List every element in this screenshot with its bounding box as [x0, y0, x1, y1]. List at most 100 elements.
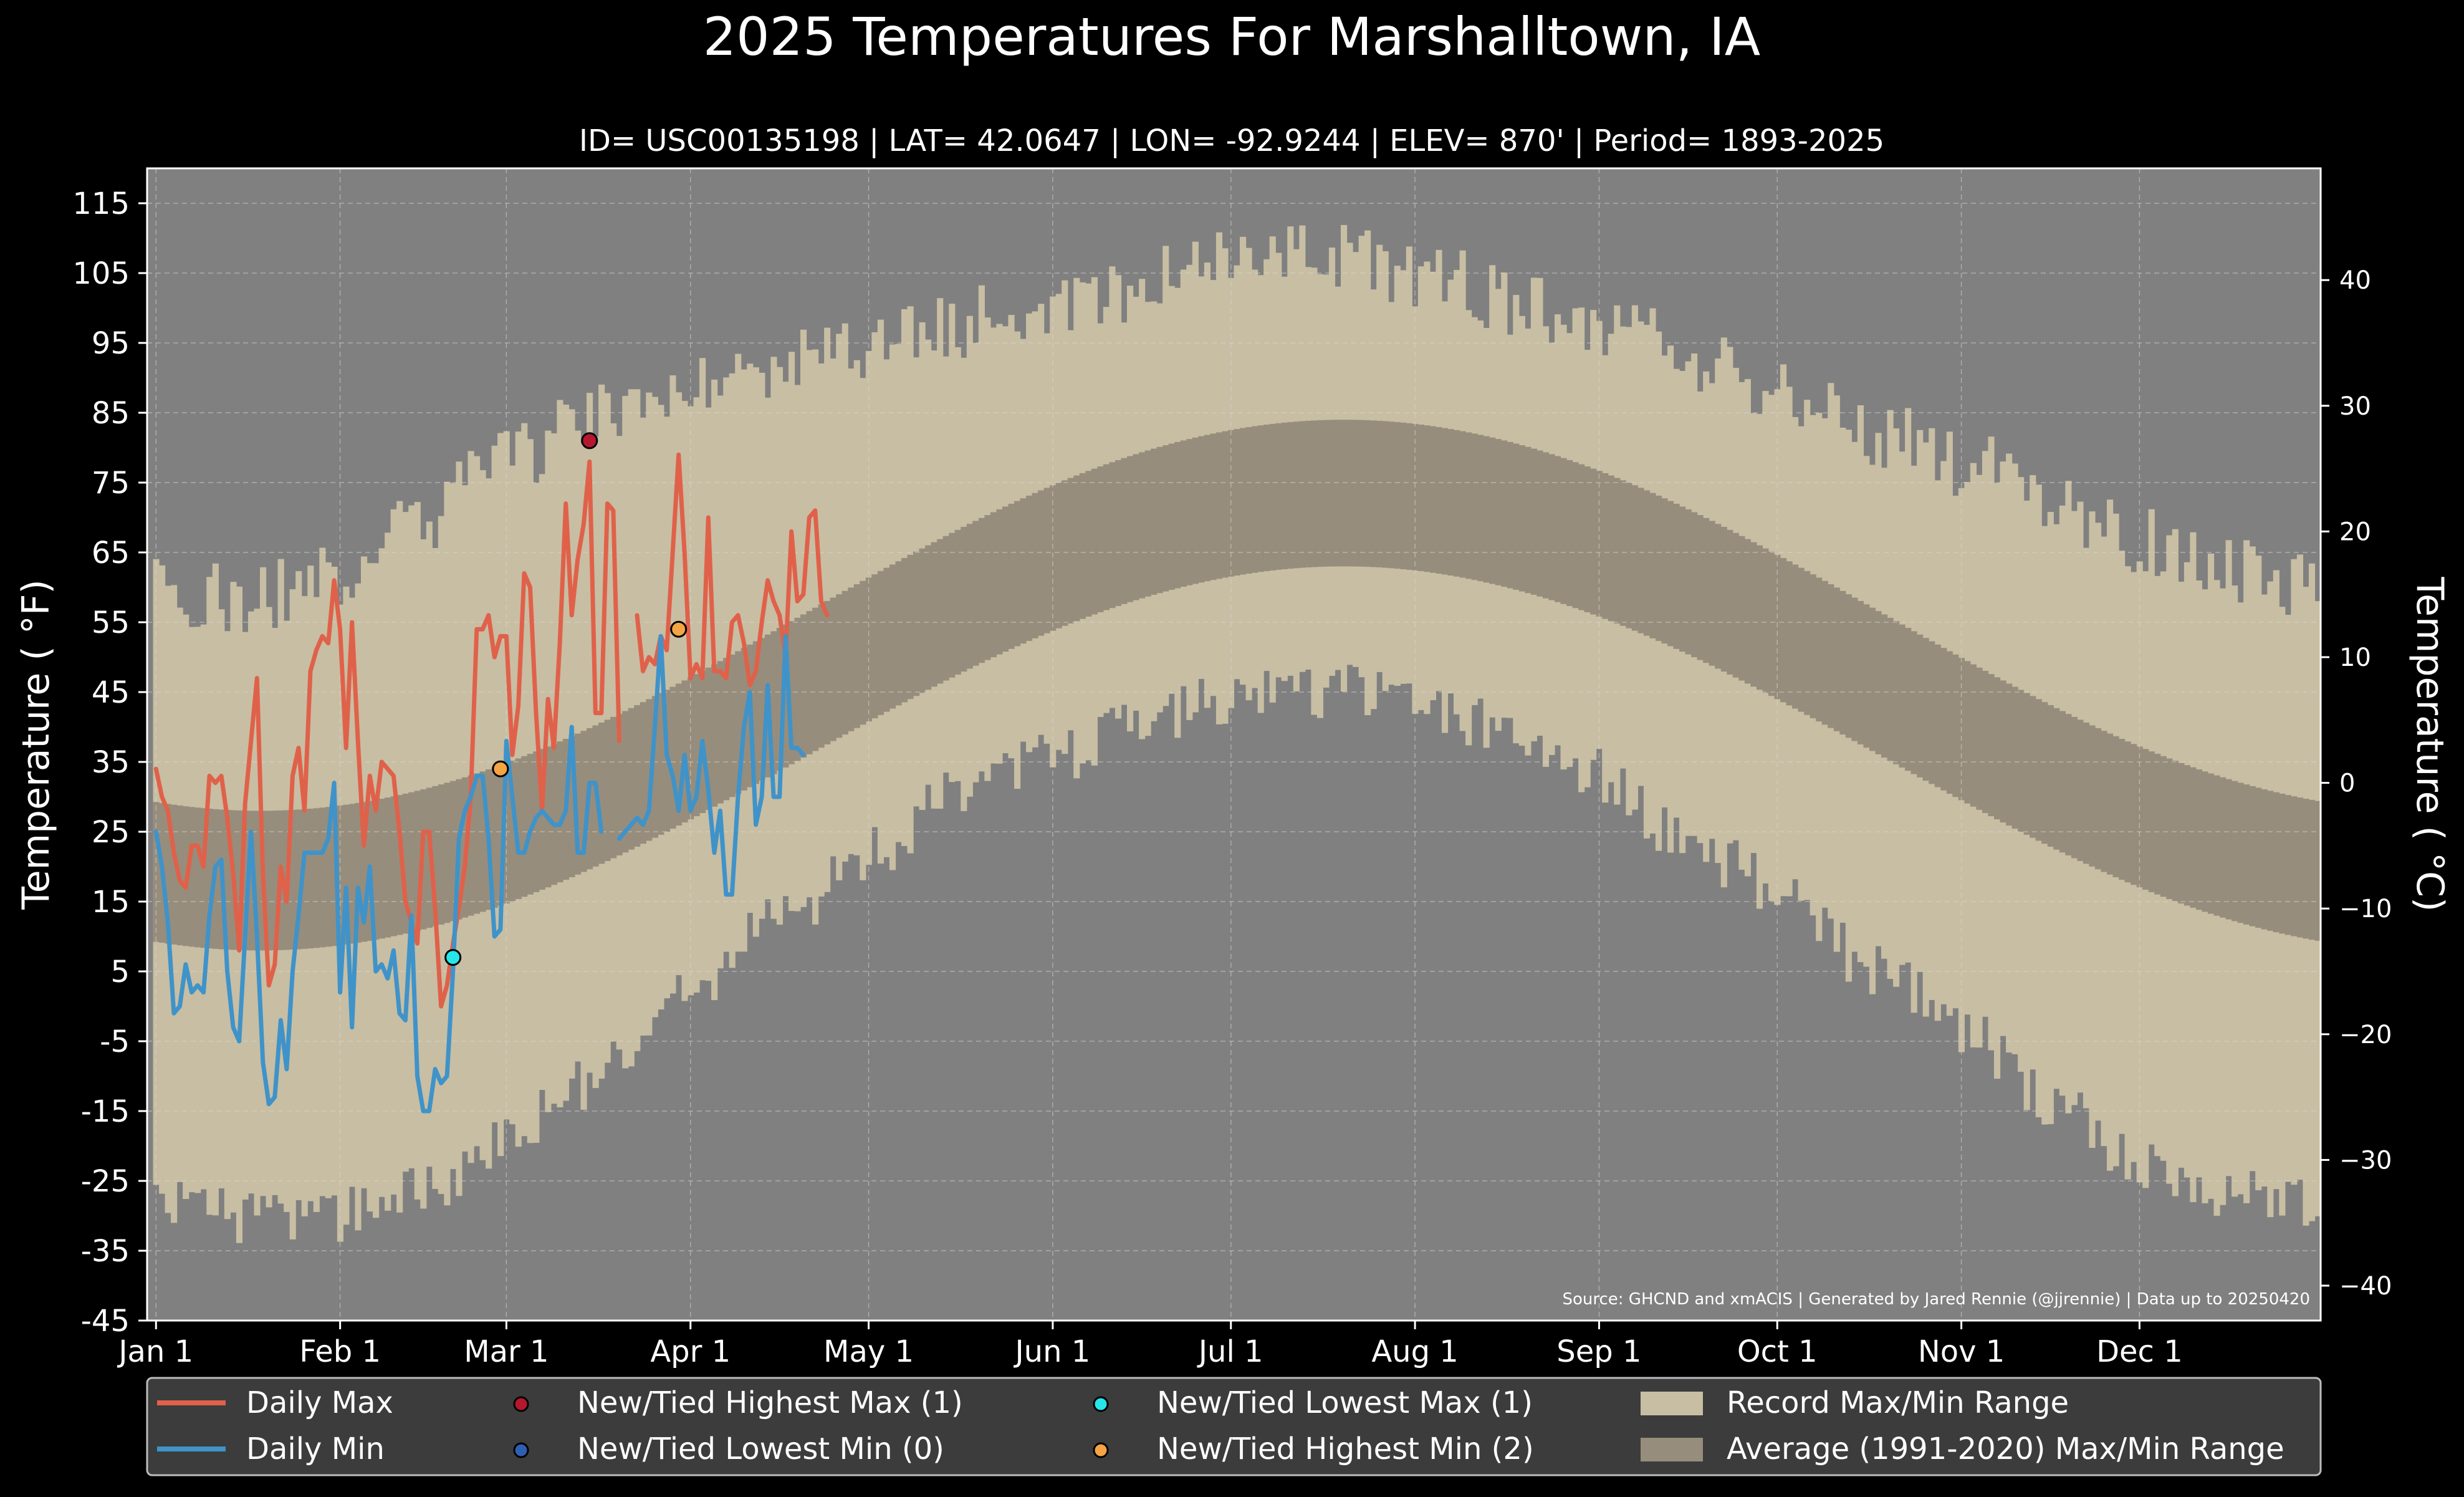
average-range-bar [628, 708, 635, 850]
average-range-bar [2279, 793, 2286, 934]
average-range-bar [2303, 799, 2309, 939]
record-range-bar [669, 375, 676, 994]
average-range-bar [385, 797, 391, 938]
average-range-bar [206, 809, 213, 949]
y-tick-label: 105 [72, 256, 130, 291]
average-range-bar [325, 807, 332, 947]
average-range-bar [1429, 426, 1437, 573]
average-range-bar [2255, 787, 2262, 928]
average-range-bar [1744, 539, 1751, 684]
average-range-bar [1002, 506, 1009, 652]
average-range-bar [432, 786, 439, 927]
average-range-bar [1299, 421, 1306, 568]
average-range-bar [1353, 420, 1359, 567]
average-range-bar [165, 804, 171, 944]
average-range-bar [1364, 420, 1371, 567]
average-range-bar [978, 517, 985, 663]
average-range-bar [1162, 445, 1169, 592]
average-range-bar [1240, 428, 1247, 575]
average-range-bar [1905, 628, 1912, 771]
average-range-bar [2065, 714, 2072, 855]
average-range-bar [2142, 749, 2149, 890]
average-range-bar [479, 771, 486, 912]
lowest-max-marker [444, 949, 462, 966]
average-range-bar [1477, 435, 1484, 582]
y-tick-label: -45 [81, 1304, 130, 1339]
average-range-bar [1263, 425, 1270, 572]
average-range-bar [1073, 475, 1080, 622]
average-range-bar [360, 802, 368, 942]
average-range-bar [1661, 498, 1668, 644]
average-range-bar [1400, 422, 1407, 569]
average-range-bar [1554, 456, 1561, 602]
x-tick-label: Oct 1 [1737, 1334, 1818, 1369]
right-tick-label: 40 [2339, 266, 2371, 295]
average-range-bar [1050, 485, 1057, 631]
average-range-bar [1560, 458, 1567, 604]
legend: Daily Max Daily Min New/Tied Highest Max… [146, 1377, 2322, 1476]
average-range-bar [2053, 708, 2060, 850]
right-tick-label: 20 [2339, 517, 2371, 546]
x-tick-label: Sep 1 [1556, 1334, 1641, 1369]
left-y-axis: -45 -35 -25 -15 -5 5 15 25 35 45 55 65 75 85 95 105 115 [72, 186, 147, 1339]
average-range-bar [2119, 739, 2126, 880]
y-tick-label: 25 [92, 815, 130, 850]
average-range-bar [1525, 446, 1532, 594]
average-range-bar [913, 551, 920, 696]
chart-subtitle: ID= USC00135198 | LAT= 42.0647 | LON= -9… [579, 123, 1884, 158]
average-range-bar [1038, 490, 1045, 636]
right-tick-label: 10 [2339, 643, 2371, 672]
average-range-bar [1720, 527, 1727, 672]
average-range-bar [301, 809, 308, 949]
average-range-bar [1109, 462, 1116, 609]
x-tick-label: Jul 1 [1197, 1334, 1263, 1369]
average-range-bar [1816, 577, 1823, 722]
average-range-bar [396, 795, 403, 935]
y-tick-label: 45 [92, 675, 130, 710]
highest-min-marker [670, 620, 688, 638]
average-range-bar [2077, 720, 2084, 861]
average-range-bar [1097, 466, 1104, 612]
average-range-bar [1667, 501, 1674, 647]
average-range-bar [705, 667, 712, 810]
average-range-bar [1964, 661, 1971, 804]
y-tick-label: 95 [92, 326, 130, 361]
average-range-bar [2089, 725, 2096, 867]
average-range-bar [669, 686, 676, 829]
average-range-bar [1436, 427, 1442, 574]
average-range-bar [634, 705, 641, 847]
average-range-bar [2178, 763, 2185, 904]
average-range-bar [2207, 773, 2215, 914]
right-tick-label: 0 [2339, 769, 2355, 798]
average-range-bar [438, 784, 444, 925]
average-range-bar [1014, 501, 1021, 647]
average-range-bar [467, 775, 474, 916]
average-range-bar [390, 796, 397, 936]
average-range-bar [1127, 456, 1134, 602]
average-range-bar [2059, 711, 2066, 853]
right-tick-label: −30 [2339, 1146, 2392, 1175]
x-axis: Jan 1 Feb 1 Mar 1 Apr 1 May 1 Jun 1 Jul 1 Aug 1… [117, 1321, 2183, 1369]
average-range-bar [942, 536, 949, 681]
average-range-bar [1810, 574, 1816, 718]
average-range-bar [1257, 425, 1264, 572]
average-range-bar [515, 758, 522, 900]
average-range-bar [1091, 468, 1098, 615]
average-range-bar [1204, 435, 1210, 582]
average-range-bar [1804, 570, 1811, 715]
average-range-bar [509, 761, 516, 902]
average-range-bar [153, 802, 160, 942]
average-range-bar [272, 811, 279, 951]
average-range-bar [1328, 420, 1336, 567]
legend-lowest-max-marker [1093, 1396, 1109, 1412]
average-range-bar [2166, 758, 2173, 900]
average-range-bar [759, 638, 765, 781]
average-range-bar [1631, 485, 1638, 631]
average-range-bar [1798, 567, 1805, 712]
average-range-bar [1614, 478, 1621, 624]
x-tick-label: Dec 1 [2096, 1334, 2183, 1369]
average-range-bar [1305, 420, 1311, 568]
average-range-bar [889, 564, 896, 709]
average-range-bar [497, 765, 504, 906]
